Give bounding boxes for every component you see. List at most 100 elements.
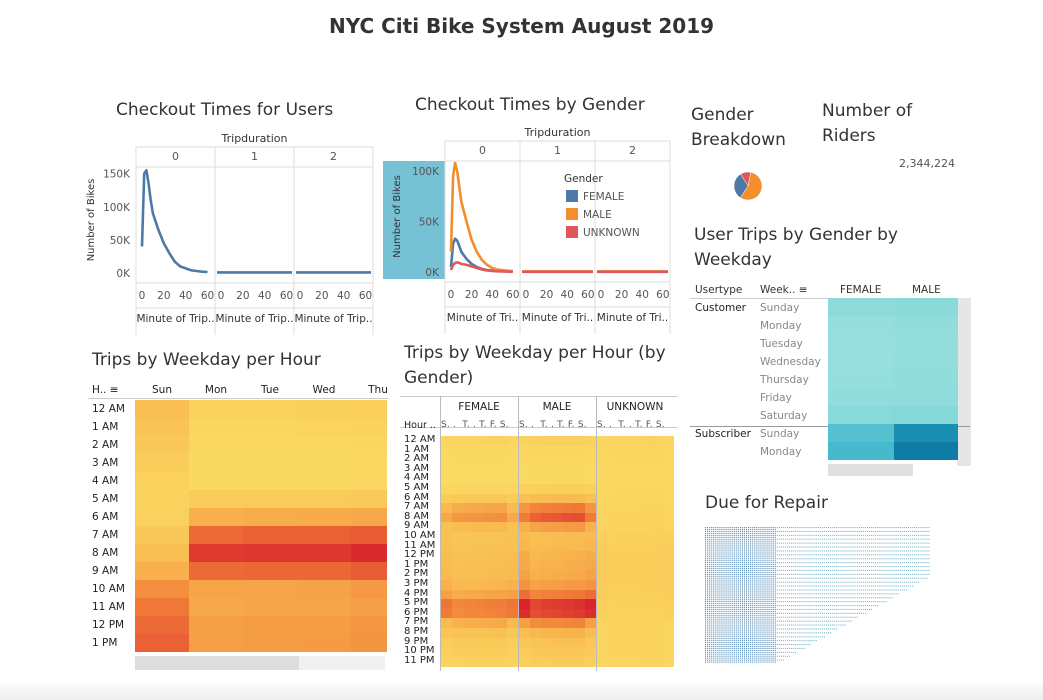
horizontal-scrollbar-thumb[interactable] bbox=[135, 656, 299, 670]
hour-label: 3 AM bbox=[404, 462, 430, 474]
cell-female bbox=[828, 316, 894, 334]
heat-cell bbox=[463, 570, 474, 581]
heat-cell bbox=[507, 436, 518, 446]
heat-cell bbox=[585, 484, 596, 494]
heat-cell bbox=[507, 512, 518, 523]
weekday-hour-heatmap[interactable]: H.. ≡ Sun Mon Tue Wed Thu 12 AM 1 AM 2 AM 3 AM 4 A… bbox=[88, 380, 388, 670]
heat-cell bbox=[496, 522, 507, 533]
heat-cell bbox=[485, 551, 496, 562]
heat-cell bbox=[519, 647, 530, 658]
day-header-tue: Tue bbox=[261, 384, 279, 396]
heat-cell bbox=[630, 580, 641, 590]
heat-cell bbox=[652, 522, 663, 533]
heat-cell bbox=[552, 484, 563, 494]
x-tick-label: 60 bbox=[506, 289, 519, 301]
heat-cell bbox=[485, 493, 496, 504]
legend-label-male: MALE bbox=[583, 209, 612, 221]
heat-cell bbox=[135, 526, 189, 544]
heat-cell bbox=[485, 599, 496, 610]
vertical-scrollbar[interactable] bbox=[957, 298, 971, 466]
heat-cell bbox=[652, 455, 663, 466]
heat-cell bbox=[530, 618, 541, 629]
heat-cell bbox=[641, 637, 652, 648]
heat-cell bbox=[519, 637, 530, 648]
heat-cell bbox=[297, 490, 351, 508]
heat-cell bbox=[652, 560, 663, 571]
heat-cell bbox=[530, 445, 541, 456]
heat-cell bbox=[641, 445, 652, 456]
heat-cell bbox=[441, 455, 452, 466]
heat-cell bbox=[663, 512, 674, 523]
weekday-header[interactable]: Week.. ≡ bbox=[760, 284, 808, 296]
heat-cell bbox=[485, 436, 496, 446]
heat-cell bbox=[585, 503, 596, 514]
heat-cell bbox=[530, 484, 541, 494]
heat-cell bbox=[135, 400, 189, 418]
heat-cell bbox=[563, 589, 574, 600]
hour-label: 7 PM bbox=[404, 616, 429, 628]
heat-cell bbox=[619, 608, 630, 619]
legend-label-female: FEMALE bbox=[583, 191, 624, 203]
heat-cell bbox=[541, 551, 552, 562]
weekday-hour-gender-heatmap[interactable]: FEMALE S. . T. . T. F. S. MALE S. . T. . T.… bbox=[400, 396, 680, 671]
heat-cell bbox=[463, 637, 474, 648]
heat-cell bbox=[663, 608, 674, 619]
heat-cell bbox=[135, 634, 189, 652]
weekday-label: Saturday bbox=[760, 410, 808, 422]
heat-cell bbox=[485, 560, 496, 571]
heat-cell bbox=[463, 647, 474, 658]
heat-cell bbox=[663, 464, 674, 475]
heat-cell bbox=[507, 532, 518, 542]
heat-cell bbox=[351, 634, 387, 652]
heat-cell bbox=[507, 522, 518, 533]
heat-cell bbox=[507, 445, 518, 456]
heat-cell bbox=[519, 580, 530, 590]
heat-cell bbox=[563, 637, 574, 648]
heat-cell bbox=[597, 493, 608, 504]
cell-female bbox=[828, 370, 894, 388]
user-trips-table[interactable]: Usertype Week.. ≡ FEMALE MALE Customer Sunday… bbox=[690, 280, 980, 480]
heat-cell bbox=[608, 455, 619, 466]
heat-cell bbox=[441, 580, 452, 590]
heat-cell bbox=[496, 532, 507, 542]
x-tick-label: 40 bbox=[636, 289, 649, 301]
heat-cell bbox=[485, 656, 496, 667]
gender-pie-chart[interactable] bbox=[730, 168, 770, 208]
heat-cell bbox=[652, 484, 663, 494]
heat-cell bbox=[452, 493, 463, 504]
heat-cell bbox=[507, 628, 518, 638]
heat-cell bbox=[474, 474, 485, 485]
heat-cell bbox=[630, 608, 641, 619]
y-axis-highlight bbox=[383, 161, 445, 279]
heat-cell bbox=[243, 526, 297, 544]
heat-cell bbox=[585, 608, 596, 619]
horizontal-scrollbar[interactable] bbox=[828, 464, 913, 476]
cell-male bbox=[894, 442, 958, 460]
heat-cell bbox=[463, 474, 474, 485]
heat-cell bbox=[243, 580, 297, 598]
heat-cell bbox=[630, 445, 641, 456]
riders-title: Number of Riders bbox=[822, 101, 913, 146]
heat-cell bbox=[496, 474, 507, 485]
heat-cell bbox=[474, 656, 485, 667]
x-tick-label: 40 bbox=[486, 289, 499, 301]
heat-cell bbox=[663, 522, 674, 533]
hour-label: 1 AM bbox=[404, 443, 430, 455]
heat-cell bbox=[485, 464, 496, 475]
cell-female bbox=[828, 406, 894, 424]
heat-cell bbox=[619, 445, 630, 456]
heat-cell bbox=[563, 618, 574, 629]
heat-cell bbox=[608, 551, 619, 562]
group-divider bbox=[440, 396, 441, 671]
heat-cell bbox=[552, 647, 563, 658]
heat-cell bbox=[507, 493, 518, 504]
hour-label: 6 PM bbox=[404, 606, 429, 618]
heat-cell bbox=[441, 436, 452, 446]
hour-label: 5 PM bbox=[404, 597, 429, 609]
usertype-label-subscriber: Subscriber bbox=[695, 428, 751, 440]
hour-header[interactable]: H.. ≡ bbox=[92, 384, 119, 396]
repair-dot-map[interactable] bbox=[703, 525, 933, 665]
heat-cell bbox=[441, 637, 452, 648]
